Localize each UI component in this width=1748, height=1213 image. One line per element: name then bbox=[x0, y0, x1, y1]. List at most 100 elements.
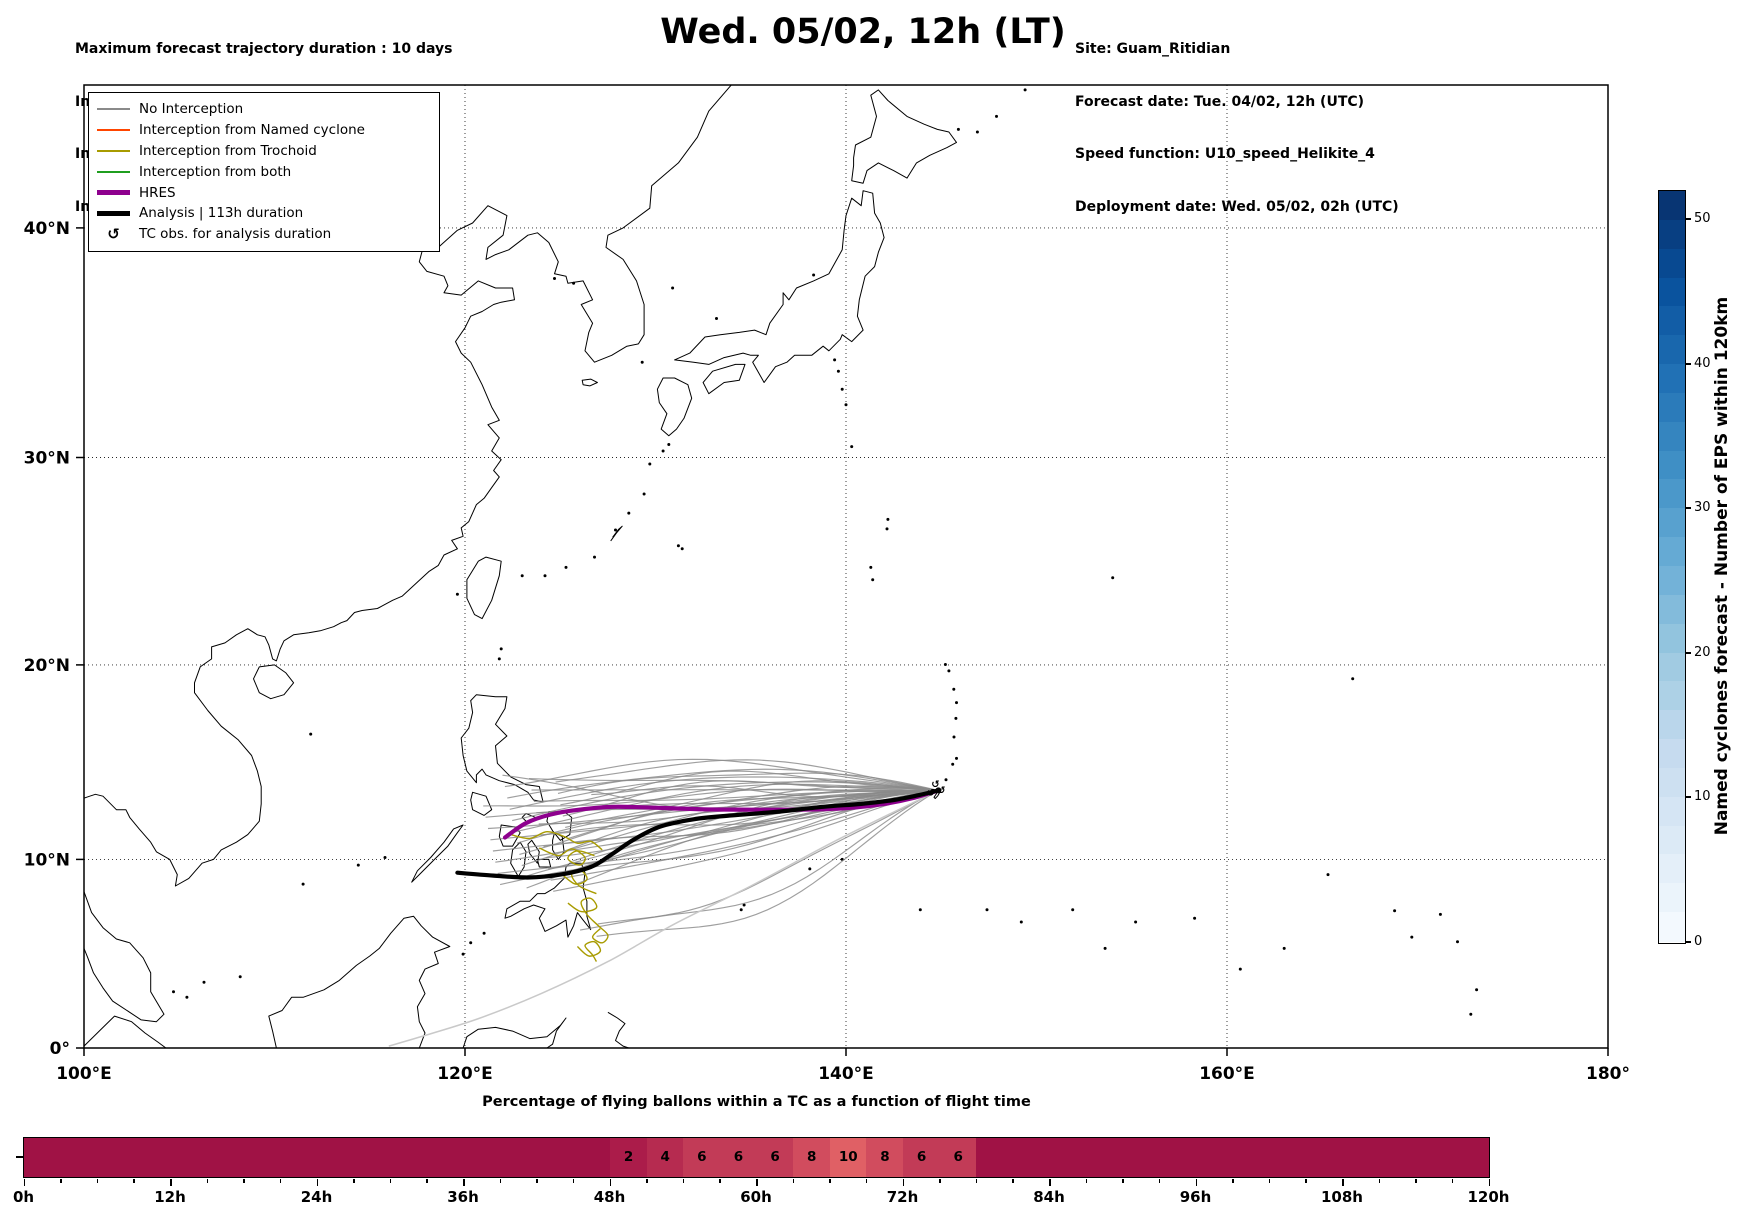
y-tick-label: 20°N bbox=[24, 656, 70, 676]
legend-line-swatch bbox=[97, 129, 130, 132]
island-dot bbox=[1103, 946, 1107, 950]
strip-segment bbox=[1196, 1138, 1234, 1177]
strip-segment bbox=[1452, 1138, 1489, 1177]
ensemble-trajectory bbox=[567, 787, 939, 840]
strip-tick bbox=[1305, 1179, 1307, 1183]
strip-tick-label: 48h bbox=[593, 1188, 626, 1206]
x-tick-label: 120°E bbox=[437, 1064, 493, 1084]
colorbar-tick-label: 10 bbox=[1694, 789, 1711, 805]
island-dot bbox=[947, 669, 951, 673]
colorbar-step bbox=[1659, 594, 1685, 625]
strip-tick bbox=[60, 1179, 62, 1183]
island-dot bbox=[1410, 935, 1414, 939]
coastline bbox=[253, 664, 295, 700]
colorbar-step bbox=[1659, 508, 1685, 538]
strip-segment bbox=[170, 1138, 208, 1177]
ensemble-trajectory bbox=[557, 772, 939, 794]
colorbar-step bbox=[1659, 277, 1685, 307]
island-dot bbox=[955, 701, 958, 705]
colorbar-step bbox=[1659, 364, 1685, 394]
island-dot bbox=[943, 663, 947, 666]
tc-obs-marker: ↺ bbox=[931, 780, 939, 791]
strip-segment: 6 bbox=[939, 1138, 977, 1177]
strip-segment bbox=[353, 1138, 391, 1177]
y-tick-label: 40°N bbox=[24, 219, 70, 239]
colorbar-step bbox=[1659, 537, 1685, 567]
island-dot bbox=[885, 527, 889, 531]
coastline bbox=[460, 694, 544, 803]
island-dot bbox=[850, 445, 854, 449]
ensemble-trajectory bbox=[574, 789, 939, 873]
island-dot bbox=[918, 908, 922, 912]
coastlines bbox=[84, 49, 1479, 1048]
strip-tick bbox=[1049, 1179, 1051, 1186]
ensemble-trajectory bbox=[562, 780, 939, 817]
strip-tick bbox=[426, 1179, 428, 1183]
strip-segment: 2 bbox=[610, 1138, 648, 1177]
strip-tick bbox=[389, 1179, 392, 1183]
island-dot bbox=[1469, 1012, 1473, 1016]
colorbar-step bbox=[1659, 248, 1685, 279]
island-dot bbox=[667, 443, 671, 446]
strip-segment bbox=[1232, 1138, 1270, 1177]
trajectories: ↺↺↺ bbox=[388, 758, 945, 1047]
legend-line-swatch bbox=[97, 210, 130, 216]
strip-tick bbox=[572, 1179, 575, 1183]
coastline bbox=[84, 891, 165, 1023]
strip-segment bbox=[1305, 1138, 1343, 1177]
strip-tick-label: 72h bbox=[886, 1188, 919, 1206]
island-dot bbox=[869, 565, 873, 569]
strip-tick bbox=[1012, 1179, 1014, 1183]
island-dot bbox=[627, 511, 631, 515]
strip-tick-label: 84h bbox=[1033, 1188, 1065, 1206]
strip-segment: 6 bbox=[683, 1138, 721, 1177]
island-dot bbox=[739, 908, 743, 912]
colorbar-tick bbox=[1686, 217, 1691, 220]
colorbar-tick bbox=[1686, 796, 1691, 799]
ensemble-trajectory bbox=[538, 789, 939, 825]
hres-trajectory bbox=[502, 788, 941, 840]
island-dot bbox=[840, 387, 844, 391]
island-dot bbox=[1019, 920, 1023, 924]
colorbar-tick-label: 30 bbox=[1694, 500, 1711, 516]
island-dot bbox=[1134, 920, 1138, 924]
island-dot bbox=[1046, 70, 1049, 73]
island-dot bbox=[1023, 88, 1027, 92]
colorbar-step bbox=[1659, 566, 1685, 596]
coastline bbox=[882, 49, 897, 76]
strip-segment: 6 bbox=[719, 1138, 757, 1177]
strip-segment bbox=[573, 1138, 611, 1177]
colorbar-step bbox=[1659, 335, 1685, 365]
strip-tick bbox=[353, 1179, 355, 1183]
y-tick-label: 0° bbox=[50, 1039, 70, 1059]
trochoid-trajectory bbox=[567, 897, 609, 944]
island-dot bbox=[1071, 908, 1075, 912]
outlier-trajectory bbox=[388, 789, 939, 1047]
island-dot bbox=[1238, 967, 1242, 971]
strip-tick bbox=[719, 1179, 721, 1183]
strip-tick bbox=[902, 1179, 904, 1186]
island-dot bbox=[742, 903, 746, 907]
strip-tick-label: 96h bbox=[1179, 1188, 1212, 1206]
legend-item-label: Interception from Named cyclone bbox=[139, 122, 365, 139]
island-dot bbox=[1475, 988, 1479, 992]
island-dot bbox=[676, 544, 680, 548]
island-dot bbox=[954, 716, 958, 720]
island-dot bbox=[1193, 916, 1197, 920]
strip-tick-label: 24h bbox=[300, 1188, 333, 1206]
island-dot bbox=[944, 778, 948, 782]
strip-segment bbox=[426, 1138, 464, 1177]
colorbar-step bbox=[1659, 219, 1685, 250]
island-dot bbox=[715, 317, 718, 320]
y-tick-label: 30°N bbox=[24, 449, 70, 469]
strip-tick bbox=[536, 1179, 538, 1183]
island-dot bbox=[1393, 909, 1397, 913]
island-dot bbox=[995, 114, 998, 118]
strip-tick bbox=[133, 1179, 135, 1183]
island-dot bbox=[383, 856, 387, 859]
legend: No Interception Interception from Named c… bbox=[88, 92, 440, 252]
strip-tick-label: 0h bbox=[12, 1188, 35, 1206]
strip-tick bbox=[1451, 1179, 1454, 1183]
ensemble-trajectory bbox=[509, 776, 939, 810]
strip-segment: 10 bbox=[829, 1138, 867, 1177]
